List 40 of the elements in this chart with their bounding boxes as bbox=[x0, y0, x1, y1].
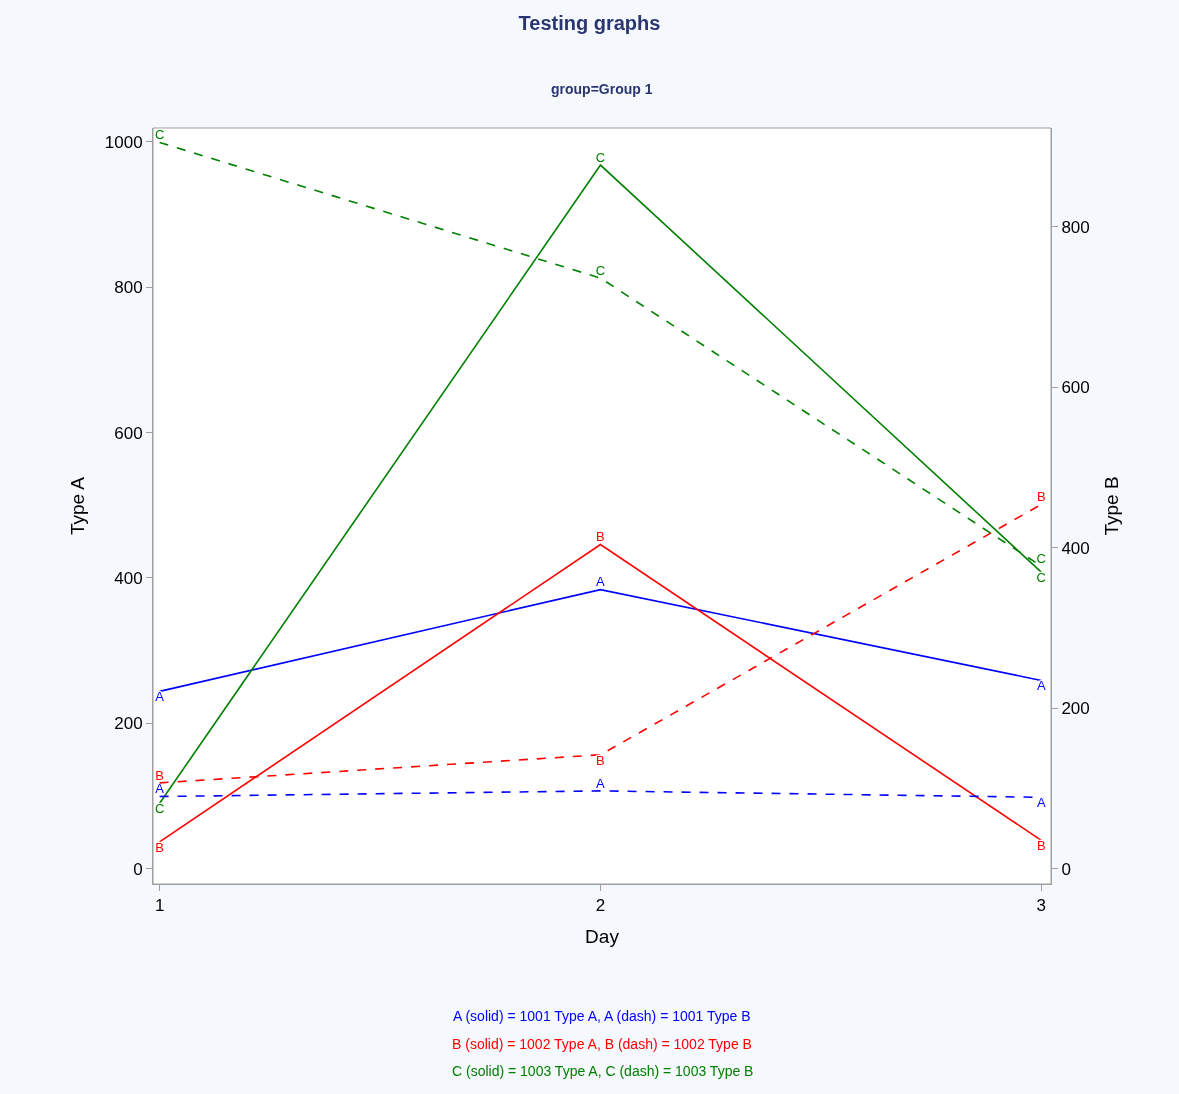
y2-tick-label: 0 bbox=[1061, 859, 1071, 879]
series-label: A bbox=[155, 781, 165, 797]
text: A bbox=[1036, 678, 1046, 694]
chart-subtitle: group=Group 1 bbox=[551, 81, 653, 97]
series-label: C bbox=[1036, 569, 1046, 585]
x-tick-label: 1 bbox=[154, 896, 165, 916]
y2-tick-label: 600 bbox=[1061, 378, 1090, 398]
y-tick-label: 800 bbox=[114, 278, 143, 298]
text: C bbox=[154, 127, 165, 143]
y2-tick-label: 400 bbox=[1061, 538, 1090, 558]
text: A bbox=[596, 775, 605, 791]
y-tick-label: 0 bbox=[133, 859, 143, 879]
text: A bbox=[1036, 795, 1046, 811]
x-tick-label: 2 bbox=[595, 896, 606, 916]
y-tick-label: 600 bbox=[114, 423, 143, 443]
text: C bbox=[1036, 550, 1046, 566]
series-label: B bbox=[1036, 838, 1046, 854]
series-label: A bbox=[596, 574, 606, 590]
text: C bbox=[154, 801, 165, 817]
x-tick-label: 3 bbox=[1036, 896, 1047, 916]
text: B bbox=[596, 752, 605, 768]
text: B bbox=[596, 529, 605, 545]
text: A bbox=[155, 689, 164, 705]
y2-axis-title: Type B bbox=[1100, 476, 1122, 536]
text: C bbox=[595, 149, 606, 165]
series-label: C bbox=[595, 262, 606, 278]
text: B (solid) = 1002 Type A, B (dash) = 1002 Type B bbox=[452, 1036, 752, 1052]
text: B bbox=[155, 839, 164, 855]
y2-tick-label: 200 bbox=[1061, 699, 1090, 719]
y-tick-label: 400 bbox=[114, 568, 143, 588]
y2-tick-label: 800 bbox=[1061, 217, 1090, 237]
chart-title: Testing graphs bbox=[518, 12, 661, 35]
x-axis-title: Day bbox=[585, 926, 620, 948]
y-axis-title: Type A bbox=[66, 476, 88, 536]
y-tick-label: 1000 bbox=[104, 132, 143, 152]
text: B bbox=[1036, 489, 1046, 505]
y-tick-label: 200 bbox=[114, 714, 143, 734]
text: C (solid) = 1003 Type A, C (dash) = 1003 Type B bbox=[452, 1063, 754, 1079]
text: A (solid) = 1001 Type A, A (dash) = 1001 Type B bbox=[453, 1008, 751, 1024]
series-label: B bbox=[155, 767, 164, 783]
